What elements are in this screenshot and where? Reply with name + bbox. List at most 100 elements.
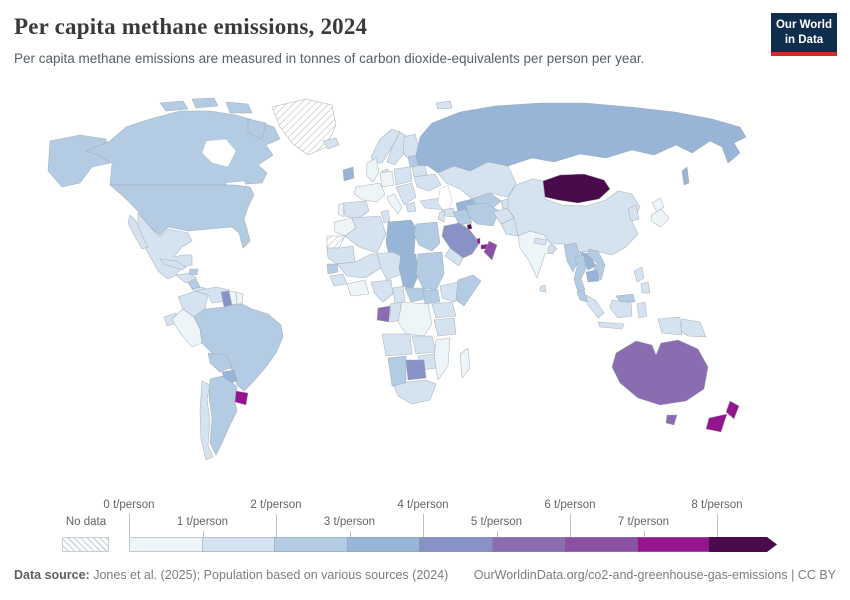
country-indonesia[interactable] — [609, 299, 633, 319]
country-yemen[interactable] — [444, 247, 464, 267]
country-new-zealand[interactable] — [705, 413, 728, 433]
country-guinea[interactable] — [329, 273, 348, 287]
country-indonesia[interactable] — [585, 294, 605, 319]
country-canada[interactable] — [225, 101, 253, 114]
country-uruguay[interactable] — [234, 390, 249, 406]
country-somalia[interactable] — [455, 274, 482, 307]
legend-bin-1–2[interactable] — [201, 537, 275, 552]
country-greece[interactable] — [405, 201, 417, 213]
legend-bin-6–7[interactable] — [564, 537, 638, 552]
country-canada[interactable] — [191, 97, 219, 109]
country-indonesia[interactable] — [636, 301, 648, 319]
country-papua-new-guinea[interactable] — [680, 318, 707, 338]
country-hispaniola[interactable] — [188, 268, 199, 276]
country-japan[interactable] — [651, 197, 665, 213]
country-brazil[interactable] — [193, 303, 284, 392]
owid-logo[interactable]: Our World in Data — [771, 13, 837, 56]
country-french-guiana[interactable] — [235, 291, 244, 305]
country-philippines[interactable] — [633, 266, 645, 283]
country-mauritania[interactable] — [326, 245, 356, 265]
country-iran[interactable] — [465, 202, 500, 227]
country-germany[interactable] — [379, 170, 395, 188]
country-canada[interactable] — [159, 100, 189, 112]
country-iraq[interactable] — [452, 208, 473, 226]
country-sudan[interactable] — [415, 251, 445, 291]
country-united-kingdom[interactable] — [365, 157, 380, 183]
country-saudi-arabia[interactable] — [441, 222, 480, 259]
country-philippines[interactable] — [640, 281, 651, 294]
country-malaysia[interactable] — [576, 289, 588, 303]
country-guatemala-honduras[interactable] — [175, 272, 197, 284]
country-senegal[interactable] — [326, 263, 339, 275]
country-russia[interactable] — [681, 166, 690, 186]
legend-bin-3–4[interactable] — [346, 537, 420, 552]
country-malaysia[interactable] — [615, 293, 636, 303]
citation-link[interactable]: OurWorldinData.org/co2-and-greenhouse-ga… — [473, 568, 836, 582]
country-balkans[interactable] — [395, 182, 417, 206]
country-mozambique[interactable] — [433, 337, 451, 381]
country-tunisia[interactable] — [380, 209, 391, 224]
country-greenland[interactable] — [271, 98, 337, 156]
country-tanzania[interactable] — [433, 317, 457, 337]
country-mexico[interactable] — [127, 214, 149, 250]
country-iceland[interactable] — [322, 137, 340, 150]
country-japan[interactable] — [650, 208, 670, 228]
country-spain[interactable] — [342, 200, 370, 220]
country-sri-lanka[interactable] — [539, 284, 547, 293]
country-kuwait[interactable] — [466, 223, 473, 230]
country-indonesia[interactable] — [657, 316, 683, 336]
legend-bin-4–5[interactable] — [419, 537, 493, 552]
legend-bin-8+[interactable] — [709, 537, 777, 552]
country-oman[interactable] — [483, 240, 498, 261]
country-nepal[interactable] — [533, 237, 548, 246]
world-map[interactable] — [40, 95, 810, 490]
legend-bin-0–1[interactable] — [129, 537, 203, 552]
country-niger[interactable] — [376, 251, 403, 281]
country-indonesia[interactable] — [597, 321, 625, 330]
country-zambia[interactable] — [411, 335, 437, 355]
country-bolivia[interactable] — [207, 352, 233, 373]
country-ireland[interactable] — [342, 166, 355, 182]
country-algeria[interactable] — [344, 215, 387, 254]
country-kazakhstan[interactable] — [437, 161, 517, 200]
country-korea[interactable] — [627, 204, 640, 222]
country-ukraine[interactable] — [413, 173, 442, 192]
nodata-swatch[interactable] — [62, 537, 109, 552]
country-mongolia[interactable] — [542, 173, 611, 204]
country-canada[interactable] — [85, 110, 281, 186]
country-russia[interactable] — [415, 102, 747, 174]
legend-bin-5–6[interactable] — [491, 537, 565, 552]
country-nigeria[interactable] — [370, 279, 394, 303]
country-canada[interactable] — [247, 118, 267, 140]
country-nicaragua[interactable] — [187, 278, 201, 290]
country-south-africa[interactable] — [393, 379, 437, 405]
country-cambodia[interactable] — [585, 269, 600, 283]
country-bangladesh[interactable] — [547, 245, 556, 255]
country-new-zealand[interactable] — [725, 400, 740, 420]
country-botswana[interactable] — [405, 359, 427, 381]
country-south-sudan[interactable] — [422, 289, 441, 305]
country-western-sahara[interactable] — [326, 235, 346, 249]
country-qatar[interactable] — [476, 237, 481, 245]
country-chad[interactable] — [398, 253, 419, 291]
country-gabon[interactable] — [376, 305, 391, 323]
country-democratic-republic-of-congo[interactable] — [397, 301, 433, 337]
country-svalbard[interactable] — [435, 100, 453, 110]
country-chile[interactable] — [199, 380, 214, 461]
country-cameroon[interactable] — [392, 285, 406, 305]
country-united-states[interactable] — [47, 134, 111, 188]
country-israel-jordan[interactable] — [437, 210, 446, 223]
country-central-europe[interactable] — [393, 166, 413, 186]
country-namibia[interactable] — [387, 355, 407, 387]
country-italy[interactable] — [386, 193, 403, 215]
country-cuba[interactable] — [159, 258, 187, 271]
legend-bin-7–8[interactable] — [636, 537, 710, 552]
country-portugal[interactable] — [337, 203, 345, 218]
country-angola[interactable] — [381, 333, 413, 357]
country-thailand[interactable] — [573, 254, 587, 293]
legend-bin-2–3[interactable] — [274, 537, 348, 552]
country-ivory-coast-ghana[interactable] — [346, 279, 370, 297]
country-australia[interactable] — [611, 339, 709, 406]
country-uganda-kenya[interactable] — [431, 301, 457, 319]
country-argentina[interactable] — [208, 375, 238, 456]
